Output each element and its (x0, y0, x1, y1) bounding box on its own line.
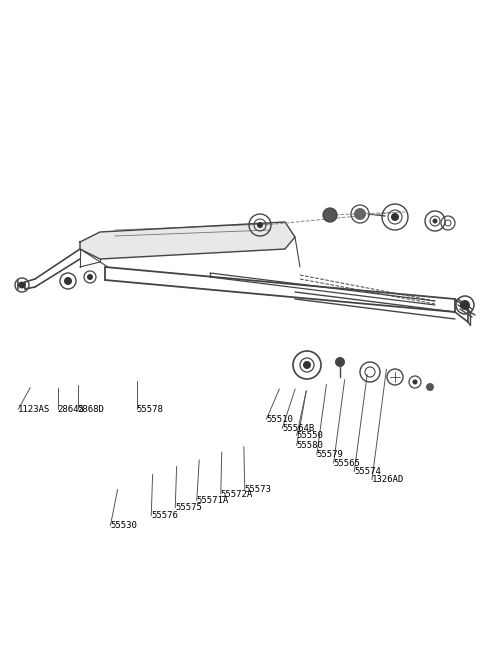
Text: 55550: 55550 (297, 431, 324, 440)
Text: 55576: 55576 (151, 511, 178, 520)
Text: 55580: 55580 (297, 441, 324, 450)
Circle shape (354, 208, 366, 220)
Circle shape (432, 219, 437, 223)
Text: 55530: 55530 (110, 521, 137, 530)
Circle shape (460, 300, 470, 310)
Text: 55572A: 55572A (221, 489, 253, 499)
Text: 55579: 55579 (317, 450, 344, 459)
Circle shape (87, 274, 93, 280)
Circle shape (303, 361, 311, 369)
Text: 55575: 55575 (175, 503, 202, 512)
Text: 55565: 55565 (334, 459, 360, 468)
Polygon shape (80, 222, 295, 259)
Text: 55578: 55578 (137, 405, 164, 414)
Text: 1123AS: 1123AS (18, 405, 50, 414)
Text: 55510: 55510 (266, 415, 293, 424)
Circle shape (426, 383, 434, 391)
Circle shape (19, 281, 25, 288)
Text: 55574: 55574 (354, 467, 381, 476)
Circle shape (412, 380, 418, 384)
Circle shape (335, 357, 345, 367)
Circle shape (257, 222, 263, 228)
Text: 55564B: 55564B (282, 424, 314, 433)
Text: 2868D: 2868D (78, 405, 105, 414)
Text: 1326AD: 1326AD (372, 475, 404, 484)
Circle shape (391, 213, 399, 221)
Text: 28645: 28645 (58, 405, 84, 414)
Circle shape (323, 208, 337, 222)
Circle shape (64, 277, 72, 285)
Text: 55573: 55573 (245, 485, 272, 494)
Text: 55571A: 55571A (197, 496, 229, 505)
